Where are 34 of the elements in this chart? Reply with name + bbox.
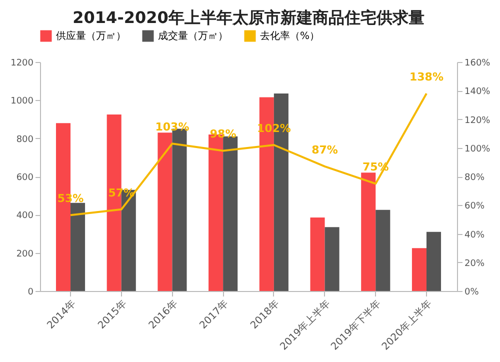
bar [310,218,325,291]
y2-tick-label: 160% [464,58,491,68]
bar [70,202,86,291]
bar [158,132,172,291]
y-tick-label: 800 [16,134,34,145]
bar [324,227,340,291]
y2-tick-label: 100% [464,144,491,154]
bar [376,210,390,291]
data-label: 102% [256,122,291,136]
data-label: 87% [312,143,338,156]
y2-tick-label: 80% [464,173,485,183]
y2-tick-label: 60% [464,202,485,212]
legend-label: 去化率（%） [260,30,320,42]
bar [412,248,426,291]
y2-tick-label: 0% [464,288,480,298]
legend-label: 成交量（万㎡） [158,30,228,42]
bar [426,232,442,291]
bar [361,172,376,291]
y2-tick-label: 20% [464,258,485,269]
y2-tick-label: 120% [464,116,491,126]
y-tick-label: 0 [28,288,34,298]
y2-tick-label: 40% [464,230,485,240]
data-label: 138% [409,70,444,84]
data-label: 103% [155,120,190,134]
y2-tick-label: 140% [464,87,491,98]
y-tick-label: 1200 [10,58,34,68]
y-tick-label: 200 [16,249,34,260]
y-tick-label: 600 [16,173,34,183]
legend-label: 供应量（万㎡） [56,30,126,42]
chart-title: 2014-2020年上半年太原市新建商品住宅供求量 [72,8,424,27]
bar [223,136,238,291]
data-label: 57% [108,186,135,200]
y-tick-label: 1000 [10,96,34,107]
y-tick-label: 400 [16,211,34,222]
